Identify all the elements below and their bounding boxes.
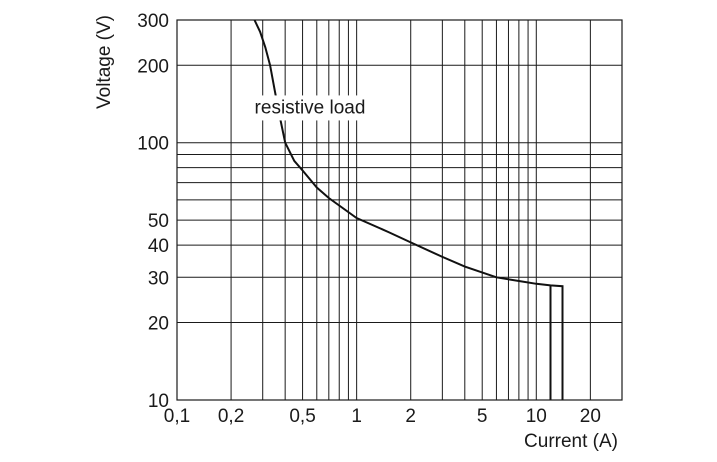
plot-area-frame — [176, 19, 623, 401]
x-tick-label: 0,5 — [289, 406, 315, 427]
x-tick-label: 5 — [477, 406, 488, 427]
x-tick-label: 0,1 — [164, 406, 190, 427]
annotation: resistive load — [250, 95, 370, 121]
y-tick-label: 300 — [137, 11, 169, 32]
annotation-background — [250, 95, 370, 121]
y-tick-label: 30 — [148, 268, 169, 289]
annotation-label: resistive load — [255, 97, 366, 118]
y-tick-label: 10 — [148, 391, 169, 412]
y-tick-label: 100 — [137, 134, 169, 155]
y-tick-label: 200 — [137, 56, 169, 77]
annotations: resistive load — [250, 95, 370, 121]
tick-labels: 0,1 0,2 0,5 1 2 5 10 20 10 20 30 40 50 100 200 300 — [137, 11, 601, 427]
grid — [176, 19, 623, 401]
series-line-1 — [253, 19, 564, 400]
x-tick-label: 2 — [405, 406, 416, 427]
y-tick-label: 40 — [148, 236, 169, 257]
x-axis-title: Current (A) — [524, 431, 618, 452]
curves — [253, 19, 564, 400]
x-tick-label: 20 — [580, 406, 601, 427]
x-tick-label: 10 — [526, 406, 547, 427]
y-tick-label: 20 — [148, 314, 169, 335]
x-tick-label: 1 — [351, 406, 362, 427]
y-axis-title: Voltage (V) — [94, 15, 115, 109]
x-tick-label: 0,2 — [218, 406, 244, 427]
y-tick-label: 50 — [148, 211, 169, 232]
